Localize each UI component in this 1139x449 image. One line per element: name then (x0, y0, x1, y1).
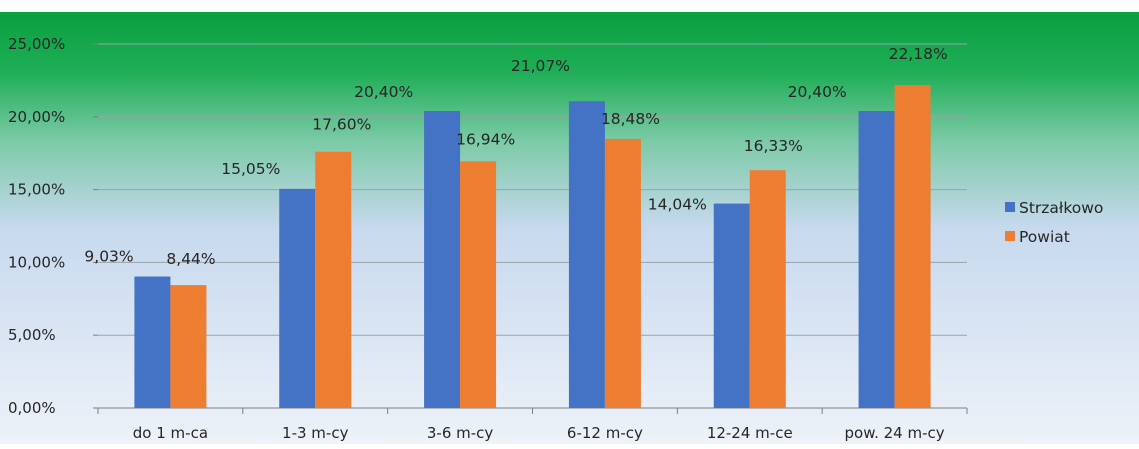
bars (134, 85, 931, 409)
bar-strzalkowo (424, 110, 461, 408)
x-tick-label: 6-12 m-cy (567, 424, 643, 442)
data-label: 16,33% (744, 137, 803, 155)
data-labels: 9,03% 15,05% 20,40% 21,07% 14,04% 20,40% 8,44%… (84, 45, 947, 268)
x-tick-label: 3-6 m-cy (427, 424, 494, 442)
data-label: 9,03% (84, 248, 133, 266)
bar-powiat (170, 285, 207, 408)
data-label: 15,05% (221, 160, 280, 178)
data-label: 16,94% (456, 130, 515, 148)
y-tick-label: 25,00% (8, 35, 65, 53)
axes: 0,00% 5,00% 10,00% 15,00% 20,00% 25,00% do 1 m… (8, 35, 968, 442)
bar-strzalkowo (134, 276, 171, 408)
bar-powiat (604, 138, 641, 408)
legend-label-powiat: Powiat (1019, 228, 1070, 246)
y-tick-label: 20,00% (8, 108, 65, 126)
x-tick-label: 12-24 m-ce (707, 424, 793, 442)
bar-powiat (894, 85, 931, 408)
gridlines (98, 43, 967, 336)
legend-swatch-powiat (1005, 231, 1015, 241)
data-label: 18,48% (601, 110, 660, 128)
bar-strzalkowo (858, 110, 895, 408)
bar-strzalkowo (568, 101, 605, 409)
bar-powiat (460, 161, 497, 408)
data-label: 21,07% (511, 57, 570, 75)
y-tick-label: 15,00% (8, 181, 65, 199)
y-tick-label: 0,00% (8, 399, 56, 417)
data-label: 14,04% (648, 196, 707, 214)
data-label: 17,60% (312, 116, 371, 134)
data-label: 22,18% (889, 45, 948, 63)
x-tick-label: do 1 m-ca (133, 424, 208, 442)
data-label: 20,40% (788, 83, 847, 101)
legend-label-strzalkowo: Strzałkowo (1019, 199, 1103, 217)
bar-strzalkowo (279, 188, 316, 408)
x-tick-label: 1-3 m-cy (282, 424, 349, 442)
bar-strzalkowo (713, 203, 750, 408)
bar-powiat (749, 170, 786, 408)
x-tick-label: pow. 24 m-cy (845, 424, 945, 442)
legend-swatch-strzalkowo (1005, 202, 1015, 212)
y-tick-label: 5,00% (8, 326, 56, 344)
bar-powiat (315, 151, 352, 408)
data-label: 20,40% (354, 83, 413, 101)
data-label: 8,44% (166, 250, 215, 268)
y-tick-label: 10,00% (8, 253, 65, 271)
legend: Strzałkowo Powiat (1005, 199, 1103, 246)
